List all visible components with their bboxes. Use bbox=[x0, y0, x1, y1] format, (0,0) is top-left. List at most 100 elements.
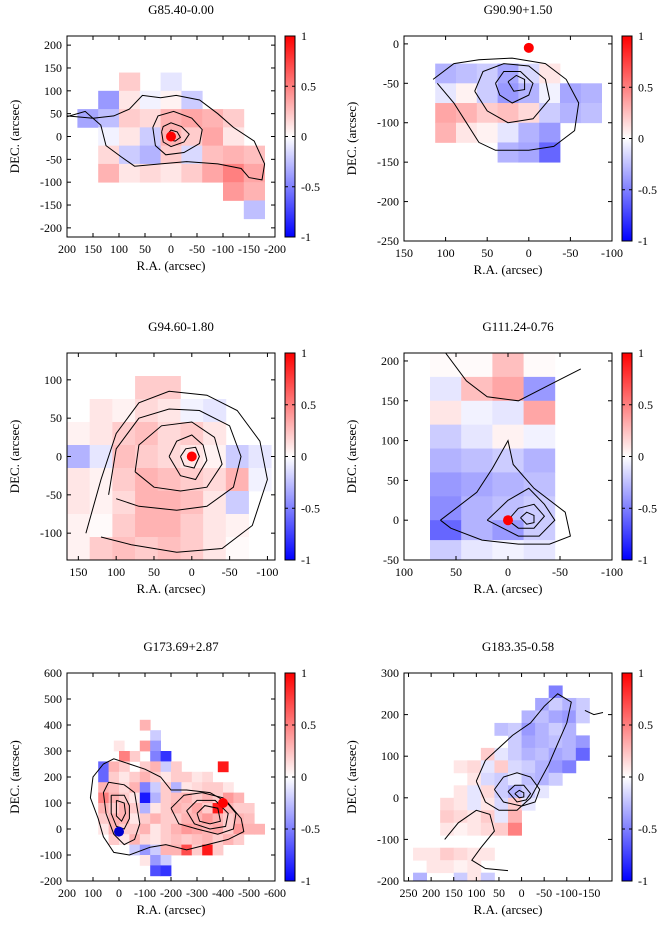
x-tick-label: 150 bbox=[395, 246, 413, 260]
y-tick-label: 50 bbox=[387, 473, 399, 487]
heatmap-cell bbox=[160, 145, 182, 165]
heatmap-cell bbox=[523, 353, 556, 378]
heatmap-cell bbox=[181, 813, 193, 825]
heatmap-cell bbox=[202, 145, 224, 165]
heatmap-cell bbox=[480, 747, 495, 761]
heatmap-cell bbox=[518, 122, 540, 143]
heatmap-cell bbox=[150, 823, 161, 835]
heatmap-cell bbox=[181, 782, 193, 793]
colorbar-tick-label: 0.5 bbox=[301, 398, 316, 412]
heatmap-cell bbox=[518, 103, 540, 124]
heatmap-cell bbox=[480, 822, 495, 836]
heatmap-cell bbox=[89, 399, 113, 423]
heatmap-cell bbox=[119, 127, 141, 147]
x-tick-label: 50 bbox=[493, 886, 505, 900]
x-tick-label: 50 bbox=[450, 565, 462, 579]
colorbar-tick-label: -1 bbox=[638, 234, 648, 248]
heatmap-cell bbox=[523, 496, 556, 521]
contour-line bbox=[134, 421, 223, 492]
heatmap-cell bbox=[139, 813, 151, 825]
heatmap-cell bbox=[113, 740, 125, 752]
heatmap-cell bbox=[89, 422, 113, 446]
heatmap-cell bbox=[171, 803, 182, 814]
panel-title: G90.90+1.50 bbox=[484, 2, 553, 17]
source-marker bbox=[114, 826, 124, 837]
heatmap-cell bbox=[248, 445, 272, 469]
heatmap-cell bbox=[492, 472, 524, 497]
heatmap-cell bbox=[492, 400, 524, 426]
contour-line bbox=[152, 110, 203, 156]
heatmap-cell bbox=[453, 860, 468, 874]
contour-line bbox=[67, 94, 266, 181]
heatmap-cell bbox=[202, 163, 224, 183]
heatmap-cell bbox=[461, 400, 493, 426]
heatmap-cell bbox=[157, 376, 181, 400]
heatmap-cell bbox=[497, 83, 519, 104]
heatmap-cell bbox=[435, 122, 457, 143]
x-tick-label: 150 bbox=[84, 242, 102, 256]
heatmap-cell bbox=[548, 697, 563, 711]
heatmap-cell bbox=[494, 797, 509, 811]
heatmap-cell bbox=[580, 83, 602, 104]
x-tick-label: -150 bbox=[238, 242, 260, 256]
heatmap-cell bbox=[139, 145, 161, 165]
heatmap-cell bbox=[108, 823, 120, 835]
colorbar-tick-label: -0.5 bbox=[638, 183, 657, 197]
heatmap-cell bbox=[562, 760, 577, 774]
heatmap-cell bbox=[223, 127, 245, 147]
y-tick-label: -100 bbox=[40, 175, 62, 189]
heatmap-cell bbox=[160, 844, 172, 856]
heatmap-cell bbox=[539, 142, 561, 163]
heatmap-cell bbox=[203, 399, 227, 423]
heatmap-cell bbox=[492, 540, 524, 560]
heatmap-cell bbox=[139, 127, 161, 147]
x-tick-label: -400 bbox=[212, 886, 234, 900]
y-tick-label: 150 bbox=[44, 61, 62, 75]
contour-lines bbox=[67, 94, 266, 181]
x-tick-label: 150 bbox=[445, 886, 463, 900]
heatmap-cell bbox=[548, 735, 563, 749]
contour-line bbox=[445, 353, 582, 402]
x-axis-label: R.A. (arcsec) bbox=[137, 258, 206, 273]
x-tick-label: -300 bbox=[186, 886, 208, 900]
heatmap-cell bbox=[98, 127, 120, 147]
contour-line bbox=[168, 434, 208, 481]
x-tick-label: -100 bbox=[134, 886, 156, 900]
heatmap-cell bbox=[180, 514, 204, 538]
heatmap-cell bbox=[456, 83, 478, 104]
heatmap-cell bbox=[467, 810, 482, 824]
panel-g111: 100 50 0 -50 -100 200 150 100 50 0 -50 G111.24-0.76… bbox=[344, 319, 657, 596]
heatmap-cell bbox=[150, 751, 161, 762]
y-tick-label: 100 bbox=[381, 749, 399, 763]
x-tick-label: -100 bbox=[256, 565, 278, 579]
y-tick-label: -200 bbox=[377, 874, 399, 888]
y-tick-label: -250 bbox=[377, 234, 399, 248]
heatmap-cell bbox=[150, 782, 161, 793]
heatmap-cell bbox=[203, 445, 227, 469]
heatmap-cell bbox=[508, 810, 522, 824]
heatmap-cell bbox=[523, 424, 556, 449]
heatmap-cell bbox=[108, 782, 120, 793]
y-tick-label: -100 bbox=[40, 526, 62, 540]
y-tick-label: 200 bbox=[381, 708, 399, 722]
heatmap-cell bbox=[203, 468, 227, 492]
y-tick-label: -50 bbox=[383, 553, 399, 567]
heatmap-cell bbox=[112, 445, 136, 469]
heatmap-cell bbox=[191, 803, 203, 814]
heatmap-cell bbox=[521, 772, 536, 786]
heatmap-cell bbox=[492, 448, 524, 473]
contour-line bbox=[102, 781, 141, 846]
heatmap-cell bbox=[160, 163, 182, 183]
heatmap-cell bbox=[575, 747, 590, 761]
colorbar-tick-label: -1 bbox=[638, 553, 648, 567]
heatmap-cell bbox=[480, 772, 495, 786]
heatmap-cell bbox=[191, 782, 203, 793]
contour-line bbox=[507, 74, 526, 92]
heatmap-cell bbox=[243, 200, 265, 220]
heatmap-cell bbox=[492, 353, 524, 378]
colorbar: 1 0.5 0 -0.5 -1 bbox=[284, 29, 320, 244]
heatmap-cell bbox=[467, 797, 482, 811]
y-tick-label: 100 bbox=[381, 434, 399, 448]
panel-title: G111.24-0.76 bbox=[482, 319, 554, 334]
heatmap-cell bbox=[119, 163, 141, 183]
